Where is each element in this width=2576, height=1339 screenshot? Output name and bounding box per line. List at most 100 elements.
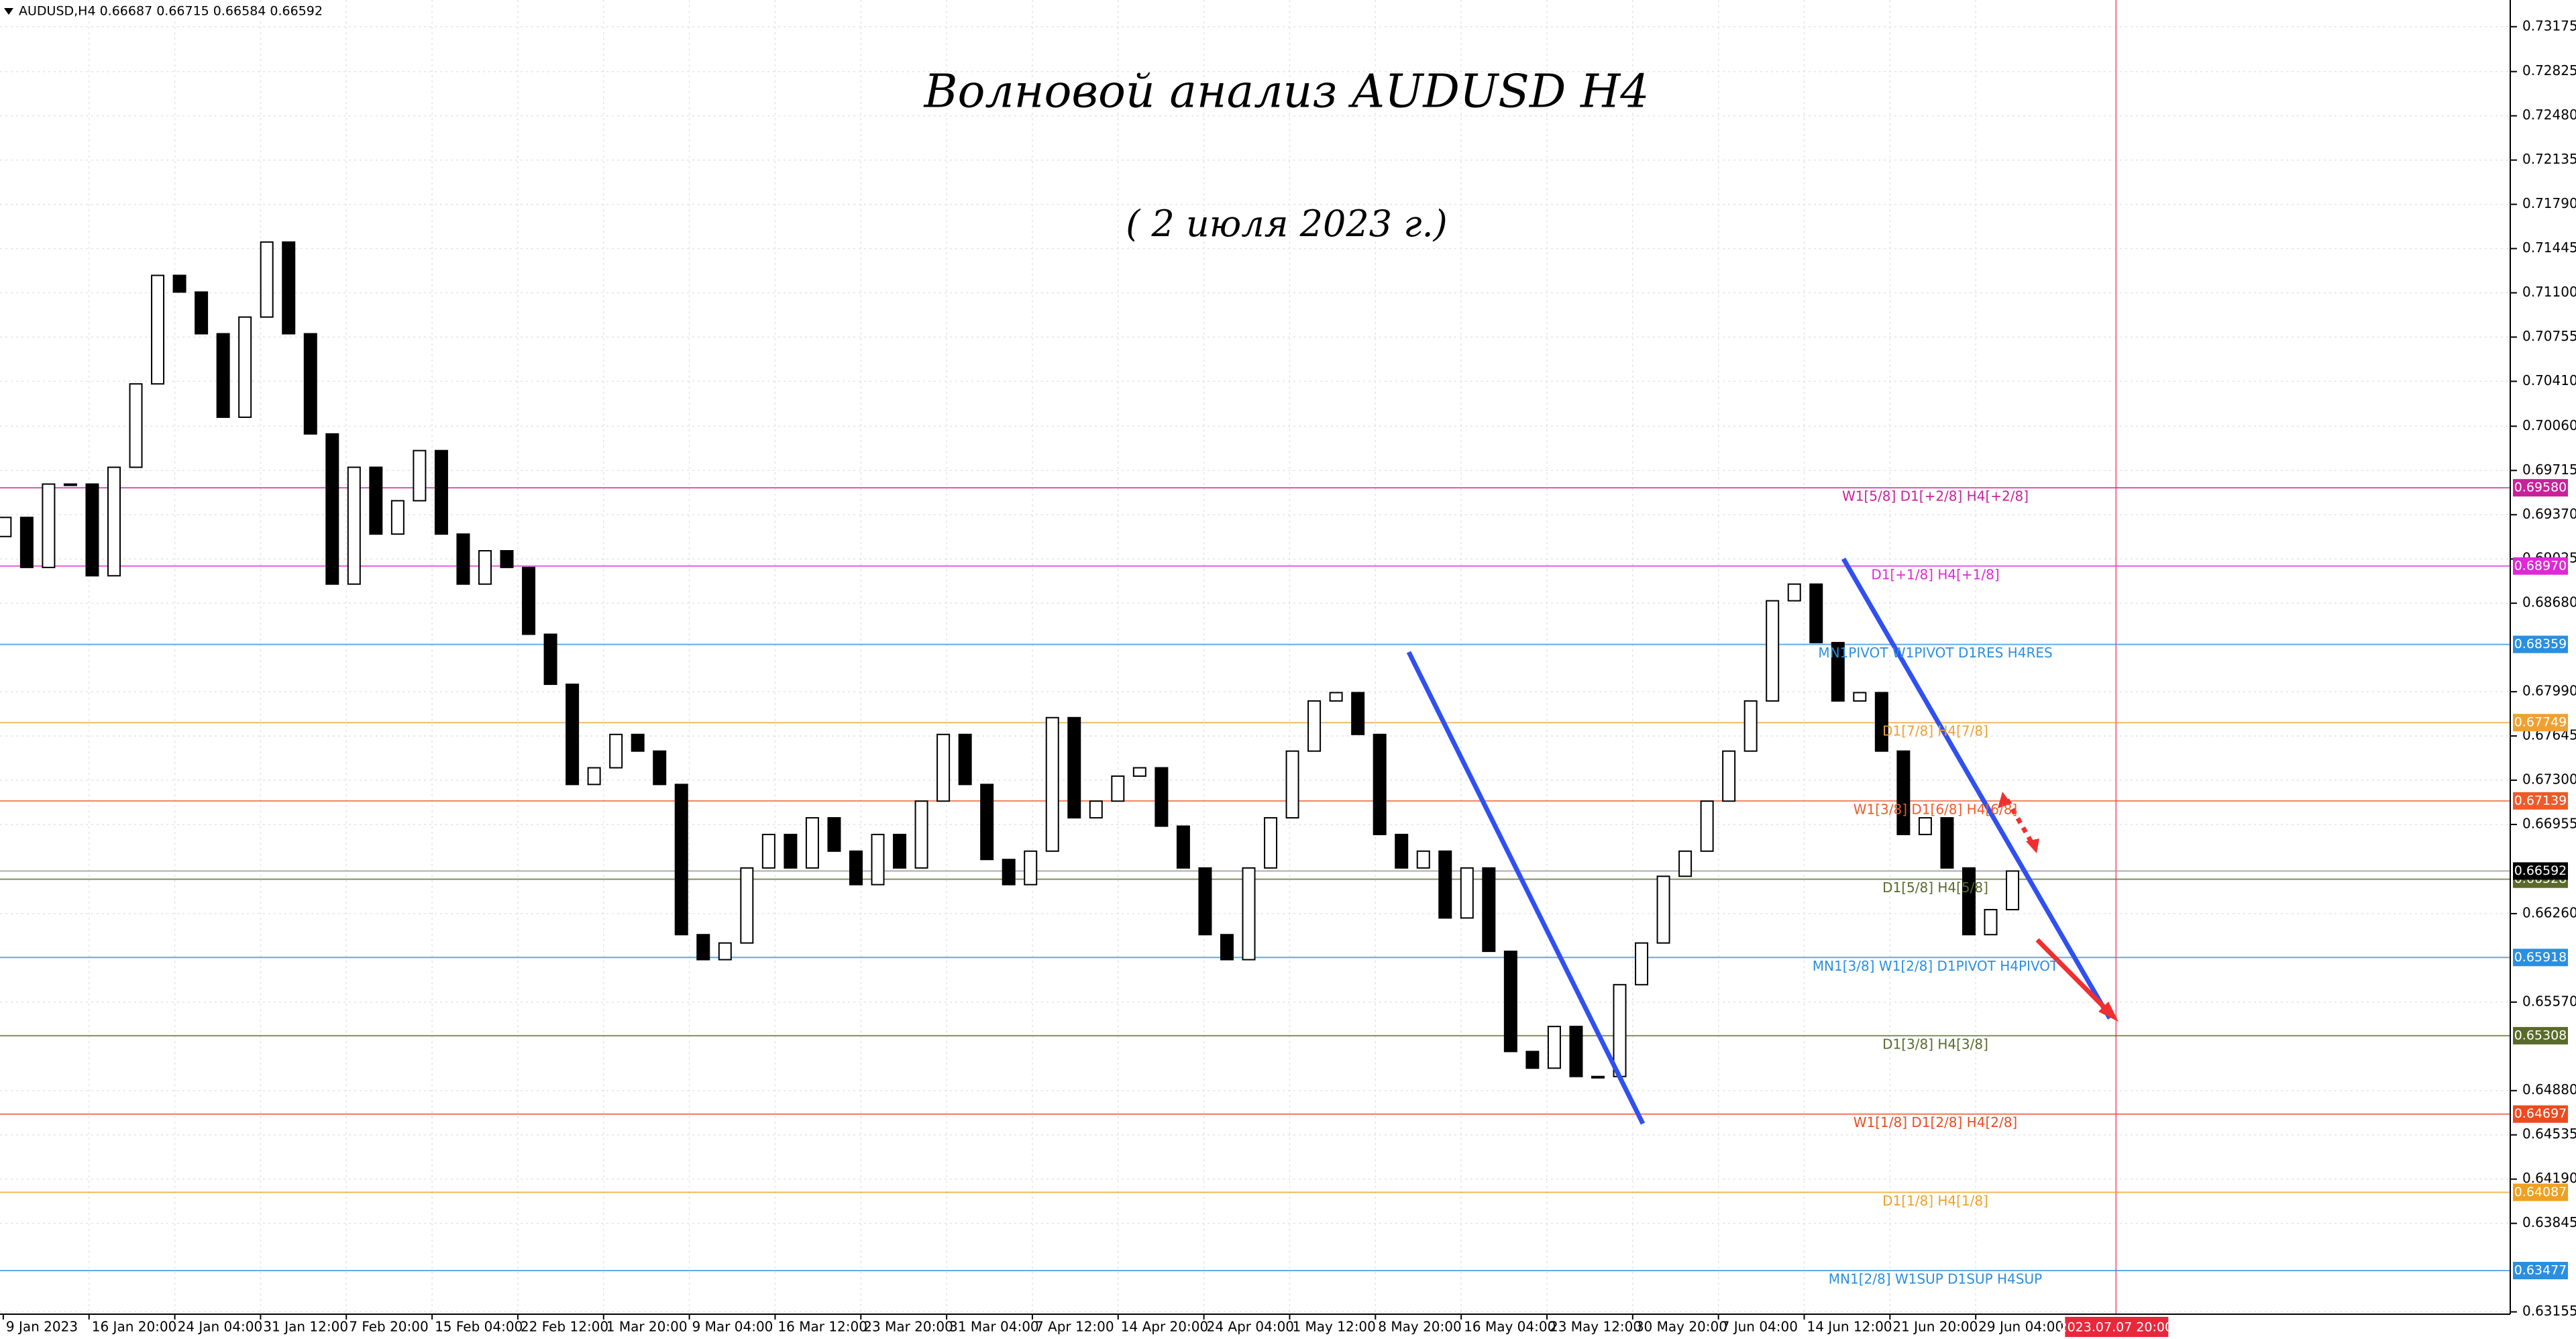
y-tick-label: 0.70755 — [2522, 328, 2576, 344]
level-label: D1[1/8] H4[1/8] — [1882, 1193, 1988, 1209]
y-tick-label: 0.72825 — [2522, 62, 2576, 78]
forecast-arrow — [2035, 938, 2115, 1018]
x-tick-label: 23 May 12:00 — [1550, 1319, 1642, 1335]
level-label: D1[+1/8] H4[+1/8] — [1871, 566, 1999, 582]
candle-body — [1569, 1026, 1583, 1077]
candle-body — [784, 833, 798, 869]
candle-body — [1264, 817, 1278, 869]
candle-body — [151, 274, 165, 385]
y-tick-label: 0.71445 — [2522, 239, 2576, 256]
last-price-tag — [2513, 862, 2568, 880]
candle-body — [805, 817, 819, 869]
candle-body — [1482, 867, 1496, 953]
x-tick-label: 23 Mar 20:00 — [863, 1319, 953, 1335]
level-label: D1[3/8] H4[3/8] — [1882, 1036, 1988, 1052]
candle-body — [129, 383, 143, 468]
price-tag — [2513, 949, 2568, 967]
price-tag — [2513, 557, 2568, 575]
menu-arrow[interactable] — [4, 8, 13, 15]
candle-body — [1787, 583, 1801, 602]
candle-body — [1962, 867, 1976, 936]
y-tick-label: 0.66955 — [2522, 816, 2576, 832]
level-label: MN1PIVOT W1PIVOT D1RES H4RES — [1818, 645, 2052, 661]
candle-body — [914, 800, 928, 869]
candle-body — [1656, 875, 1670, 944]
price-tag — [2513, 1026, 2568, 1045]
level-label: D1[5/8] H4[5/8] — [1882, 879, 1988, 896]
time-marker-label: 2023.07.07 20:00 — [2059, 1320, 2174, 1335]
price-tag — [2513, 1183, 2568, 1201]
x-tick-label: 31 Mar 04:00 — [949, 1319, 1039, 1335]
candle-body — [369, 466, 383, 535]
candle-body — [216, 333, 230, 418]
candle-body — [1132, 767, 1146, 777]
x-tick-label: 9 Jan 2023 — [6, 1319, 78, 1335]
price-tag-label: 0.68359 — [2514, 637, 2567, 651]
candle-body — [893, 833, 907, 869]
level-label: W1[3/8] D1[6/8] H4[6/8] — [1854, 801, 2017, 817]
trend-line — [1841, 557, 2112, 1020]
arrow-head — [2098, 1002, 2118, 1022]
price-tag-label: 0.64697 — [2514, 1106, 2567, 1121]
trend-line — [1406, 651, 1646, 1125]
x-tick-label: 15 Feb 04:00 — [435, 1319, 523, 1335]
candle-body — [871, 833, 885, 886]
y-tick-label: 0.65570 — [2522, 993, 2576, 1009]
chart-subtitle: ( 2 июля 2023 г.) — [1126, 203, 1448, 245]
candle-body — [456, 533, 470, 585]
candle-body — [958, 733, 972, 786]
candle-body — [478, 549, 492, 585]
price-tag-label: 0.67749 — [2514, 715, 2567, 730]
candle-body — [434, 449, 448, 535]
candle-body — [1285, 750, 1299, 819]
candle-body — [566, 684, 580, 786]
candle-body — [1984, 908, 1998, 936]
x-tick-label: 24 Apr 04:00 — [1207, 1319, 1294, 1335]
chart-title: Волновой анализ AUDUSD H4 — [922, 66, 1649, 119]
candle-body — [980, 784, 994, 861]
candle-body — [631, 733, 645, 752]
candle-body — [718, 942, 732, 961]
candle-body — [1395, 833, 1409, 869]
forecast-arrow — [2004, 798, 2037, 848]
x-tick-label: 9 Mar 04:00 — [692, 1319, 773, 1335]
candle-body — [1809, 583, 1823, 643]
price-tag-label: 0.65918 — [2514, 950, 2567, 965]
candle-body — [413, 449, 427, 502]
y-tick-label: 0.69715 — [2522, 462, 2576, 478]
level-label: W1[1/8] D1[2/8] H4[2/8] — [1854, 1114, 2017, 1130]
y-tick-label: 0.63845 — [2522, 1214, 2576, 1230]
candle-body — [936, 733, 951, 802]
candle-body — [347, 466, 361, 585]
price-tag-label: 0.69580 — [2514, 480, 2567, 495]
price-tag-label: 0.64087 — [2514, 1185, 2567, 1199]
candle-body — [1700, 800, 1714, 852]
price-tag — [2513, 479, 2568, 497]
candle-body — [587, 767, 601, 786]
candle-body — [1220, 934, 1234, 961]
y-tick-label: 0.67990 — [2522, 683, 2576, 699]
y-tick-label: 0.64880 — [2522, 1081, 2576, 1097]
candle-body — [1089, 800, 1103, 819]
candle-body — [1940, 817, 1954, 869]
y-tick-label: 0.70060 — [2522, 417, 2576, 433]
x-tick-label: 31 Jan 12:00 — [263, 1319, 348, 1335]
x-tick-label: 7 Apr 12:00 — [1035, 1319, 1114, 1335]
y-tick-label: 0.63155 — [2522, 1303, 2576, 1319]
y-tick-label: 0.71790 — [2522, 195, 2576, 211]
time-marker-tag — [2065, 1317, 2169, 1337]
candle-body — [63, 483, 77, 486]
candle-body — [172, 274, 186, 293]
candle-body — [1503, 951, 1517, 1053]
candle-body — [609, 733, 623, 769]
x-tick-label: 7 Jun 04:00 — [1721, 1319, 1798, 1335]
candle-body — [325, 433, 339, 585]
y-tick-label: 0.72480 — [2522, 107, 2576, 123]
candle-body — [1896, 750, 1911, 835]
candle-body — [1155, 767, 1169, 827]
x-tick-label: 16 Mar 12:00 — [777, 1319, 867, 1335]
y-tick-label: 0.73175 — [2522, 17, 2576, 34]
y-tick-label: 0.66260 — [2522, 904, 2576, 920]
x-tick-label: 7 Feb 20:00 — [349, 1319, 429, 1335]
